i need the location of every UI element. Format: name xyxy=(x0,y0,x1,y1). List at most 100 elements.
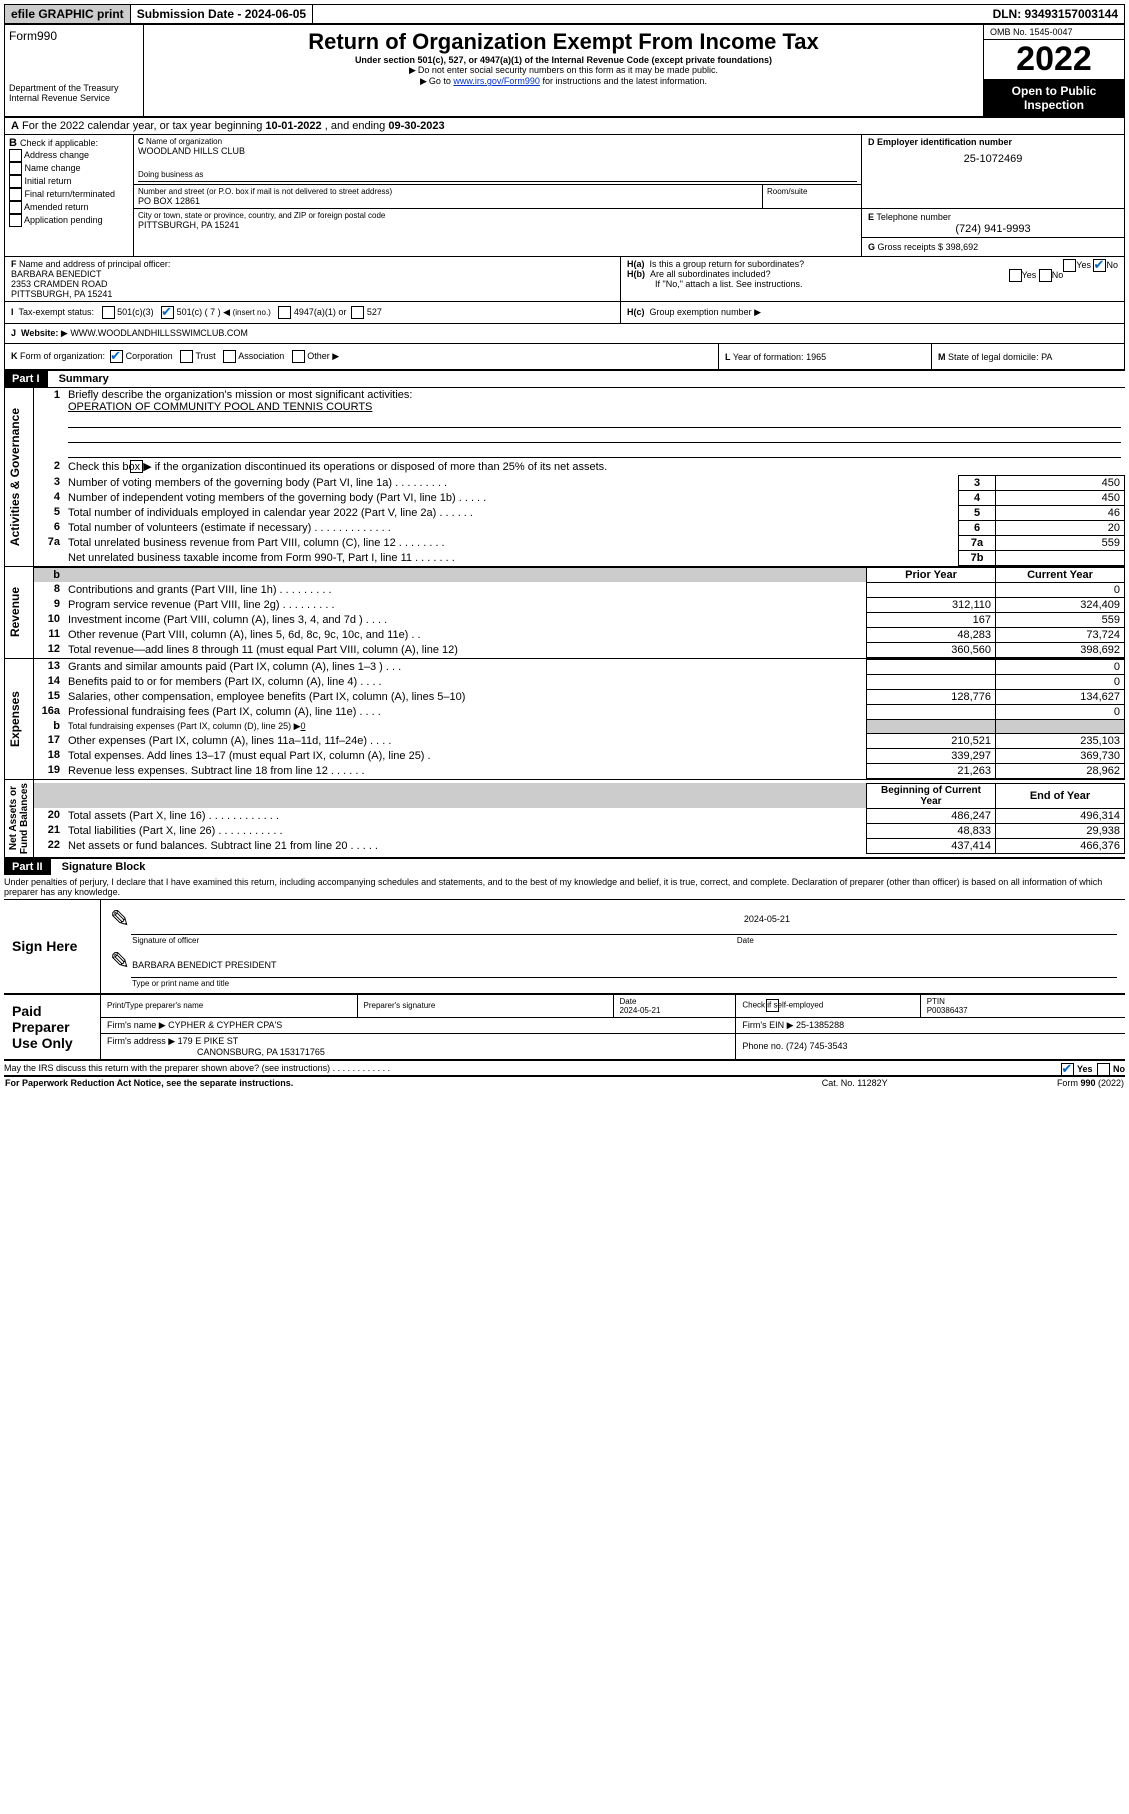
entity-block: B Check if applicable: Address change Na… xyxy=(4,135,1125,257)
l10-text: Investment income (Part VIII, column (A)… xyxy=(64,612,867,627)
hb-label: Are all subordinates included? xyxy=(650,269,771,279)
l13-text: Grants and similar amounts paid (Part IX… xyxy=(64,659,867,674)
pra-notice: For Paperwork Reduction Act Notice, see … xyxy=(5,1078,293,1088)
prep-sig-label: Preparer's signature xyxy=(357,995,613,1018)
k-label: Form of organization: xyxy=(20,351,105,361)
signature-block: Sign Here ✎ 2024-05-21 Signature of offi… xyxy=(4,900,1125,1061)
cb-self-employed[interactable] xyxy=(766,999,779,1012)
i-4947: 4947(a)(1) or xyxy=(294,307,347,317)
cb-assoc[interactable] xyxy=(223,350,236,363)
fh-block: F Name and address of principal officer:… xyxy=(4,257,1125,344)
form-subtitle: Under section 501(c), 527, or 4947(a)(1)… xyxy=(148,55,979,65)
cb-discuss-no[interactable] xyxy=(1097,1063,1110,1076)
cb-527[interactable] xyxy=(351,306,364,319)
irs-link[interactable]: www.irs.gov/Form990 xyxy=(453,76,540,86)
discuss-row: May the IRS discuss this return with the… xyxy=(4,1061,1125,1077)
prep-date-label: Date xyxy=(620,997,637,1006)
cb-ha-no[interactable] xyxy=(1093,259,1106,272)
sign-here-label: Sign Here xyxy=(12,938,77,954)
k-other: Other xyxy=(307,351,330,361)
form-header: Form990 Department of the Treasury Inter… xyxy=(4,24,1125,118)
footer: For Paperwork Reduction Act Notice, see … xyxy=(4,1077,1125,1089)
vert-revenue: Revenue xyxy=(6,585,24,639)
i-label: Tax-exempt status: xyxy=(19,307,95,317)
l5-text: Total number of individuals employed in … xyxy=(64,505,959,520)
l11-text: Other revenue (Part VIII, column (A), li… xyxy=(64,627,867,642)
l2-text: Check this box ▶ if the organization dis… xyxy=(68,461,607,473)
form-title: Return of Organization Exempt From Incom… xyxy=(148,29,979,55)
l6-text: Total number of volunteers (estimate if … xyxy=(64,520,959,535)
cb-4947[interactable] xyxy=(278,306,291,319)
current-year-hdr: Current Year xyxy=(996,567,1125,582)
j-label: Website: xyxy=(21,328,58,338)
k-corp: Corporation xyxy=(126,351,173,361)
cb-501c[interactable] xyxy=(161,306,174,319)
r13p xyxy=(867,659,996,674)
r20p: 486,247 xyxy=(867,808,996,823)
l4-text: Number of independent voting members of … xyxy=(64,490,959,505)
l15-text: Salaries, other compensation, employee b… xyxy=(64,689,867,704)
l12-text: Total revenue—add lines 8 through 11 (mu… xyxy=(64,642,867,657)
r14p xyxy=(867,674,996,689)
l18-text: Total expenses. Add lines 13–17 (must eq… xyxy=(64,748,867,763)
e-label: Telephone number xyxy=(876,212,951,222)
cb-amended[interactable] xyxy=(9,201,22,214)
prep-name-label: Print/Type preparer's name xyxy=(101,995,357,1018)
room-label: Room/suite xyxy=(763,185,862,208)
firm-addr-label: Firm's address ▶ xyxy=(107,1036,175,1046)
cb-name-change[interactable] xyxy=(9,162,22,175)
officer-printed: BARBARA BENEDICT PRESIDENT xyxy=(131,946,1117,977)
cb-discuss-yes[interactable] xyxy=(1061,1063,1074,1076)
r19p: 21,263 xyxy=(867,763,996,778)
l16a-text: Professional fundraising fees (Part IX, … xyxy=(64,704,867,719)
r13c: 0 xyxy=(996,659,1125,674)
part-ii-header-row: Part II Signature Block xyxy=(4,859,1125,875)
r8p xyxy=(867,582,996,597)
sig-officer-label: Signature of officer xyxy=(131,935,736,947)
v7a: 559 xyxy=(996,535,1125,550)
sig-date: 2024-05-21 xyxy=(736,904,1117,935)
prior-year-hdr: Prior Year xyxy=(867,567,996,582)
part-i-header-row: Part I Summary xyxy=(4,371,1125,388)
cb-final[interactable] xyxy=(9,188,22,201)
perjury-declaration: Under penalties of perjury, I declare th… xyxy=(4,875,1125,900)
r12c: 398,692 xyxy=(996,642,1125,657)
l17-text: Other expenses (Part IX, column (A), lin… xyxy=(64,733,867,748)
cb-app-pending[interactable] xyxy=(9,214,22,227)
officer-name: BARBARA BENEDICT xyxy=(11,269,614,279)
c-name-label: Name of organization xyxy=(146,137,222,146)
efile-print-button[interactable]: efile GRAPHIC print xyxy=(5,5,131,23)
discuss-text: May the IRS discuss this return with the… xyxy=(4,1063,390,1073)
r15p: 128,776 xyxy=(867,689,996,704)
ty-end: 09-30-2023 xyxy=(388,120,444,132)
cb-address-change[interactable] xyxy=(9,149,22,162)
cb-other[interactable] xyxy=(292,350,305,363)
endbal-hdr: End of Year xyxy=(996,783,1125,808)
form-number: 990 xyxy=(37,29,57,43)
cb-discontinued[interactable] xyxy=(130,460,143,473)
cb-ha-yes[interactable] xyxy=(1063,259,1076,272)
city-label: City or town, state or province, country… xyxy=(138,211,857,220)
r12p: 360,560 xyxy=(867,642,996,657)
b-amend: Amended return xyxy=(24,202,89,212)
line-a-pre: For the 2022 calendar year, or tax year … xyxy=(22,120,265,132)
telephone: (724) 941-9993 xyxy=(868,223,1118,235)
ty-begin: 10-01-2022 xyxy=(265,120,321,132)
cb-501c3[interactable] xyxy=(102,306,115,319)
submission-date: Submission Date - 2024-06-05 xyxy=(131,5,313,23)
cb-hb-yes[interactable] xyxy=(1009,269,1022,282)
r16ap xyxy=(867,704,996,719)
k-assoc: Association xyxy=(238,351,284,361)
v5: 46 xyxy=(996,505,1125,520)
cb-trust[interactable] xyxy=(180,350,193,363)
cb-corp[interactable] xyxy=(110,350,123,363)
org-city: PITTSBURGH, PA 15241 xyxy=(138,220,857,230)
l14-text: Benefits paid to or for members (Part IX… xyxy=(64,674,867,689)
r22p: 437,414 xyxy=(867,838,996,853)
r10p: 167 xyxy=(867,612,996,627)
l16b-val: 0 xyxy=(301,721,306,731)
ha-label: Is this a group return for subordinates? xyxy=(650,259,805,269)
l-label: Year of formation: xyxy=(733,352,804,362)
cb-hb-no[interactable] xyxy=(1039,269,1052,282)
cb-initial[interactable] xyxy=(9,175,22,188)
